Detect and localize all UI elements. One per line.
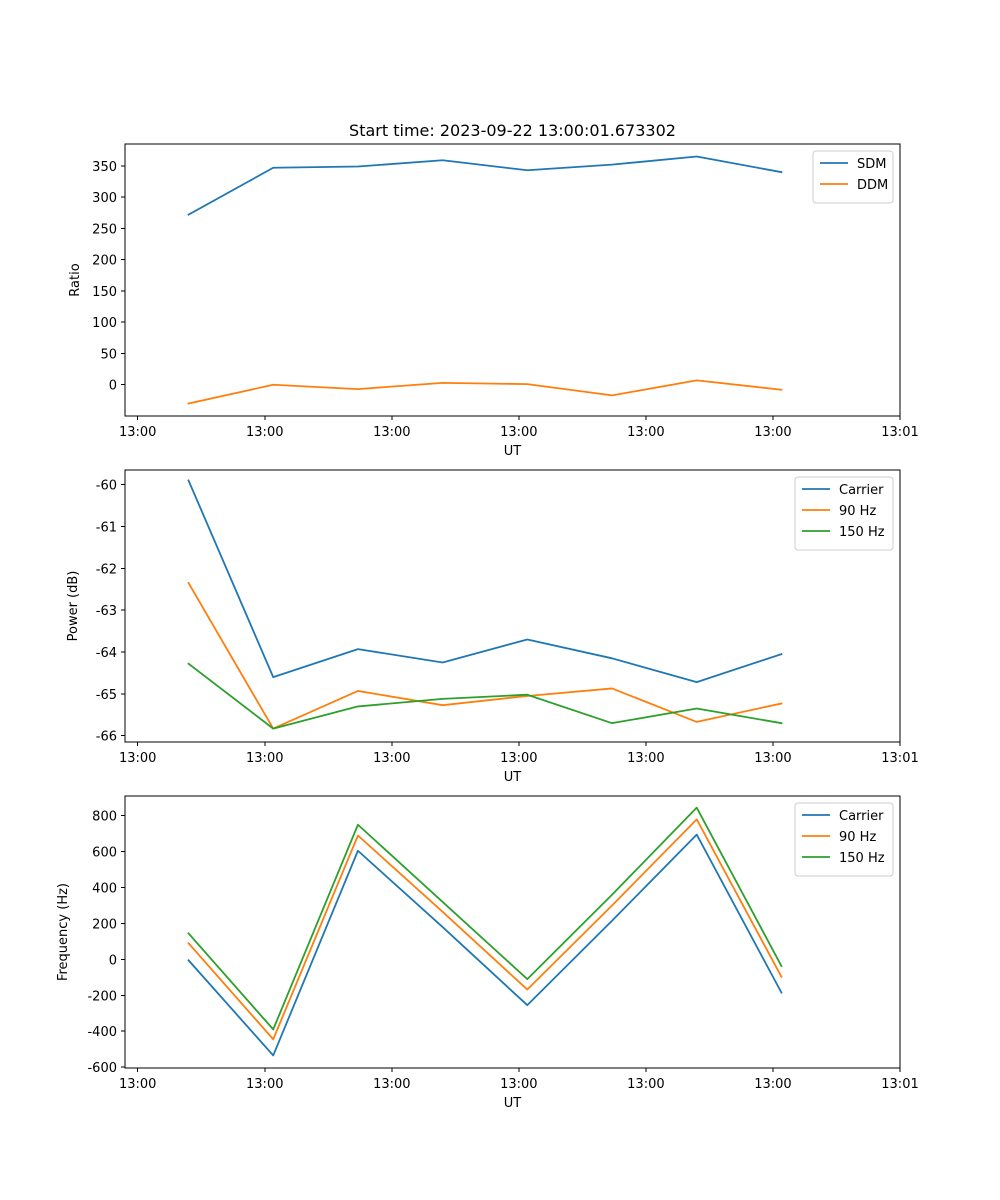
frequency-y-tick-label: 400 xyxy=(92,882,117,897)
power-x-tick-label: 13:00 xyxy=(627,751,664,766)
ratio-y-tick-label: 250 xyxy=(92,222,117,237)
frequency-y-tick-label: -400 xyxy=(87,1025,117,1040)
ratio-x-tick-label: 13:00 xyxy=(754,425,791,440)
ratio-y-tick-label: 150 xyxy=(92,285,117,300)
power-x-tick-label: 13:00 xyxy=(500,751,537,766)
ratio-y-tick-label: 350 xyxy=(92,160,117,175)
frequency-series-carrier-line xyxy=(187,833,783,1057)
frequency-x-tick-label: 13:00 xyxy=(119,1077,156,1092)
frequency-legend-label-carrier: Carrier xyxy=(839,809,884,824)
power-y-tick-label: -60 xyxy=(96,479,117,494)
frequency-legend-label-150-hz: 150 Hz xyxy=(839,851,885,866)
power-series-150-hz-line xyxy=(187,662,783,730)
ratio-series-ddm-line xyxy=(187,379,783,405)
ratio-legend-label-ddm: DDM xyxy=(857,178,888,193)
ratio-legend: SDM DDM xyxy=(812,150,894,204)
ratio-axes-frame xyxy=(124,143,901,417)
power-y-tick-label: -62 xyxy=(96,562,117,577)
frequency-legend-label-90-hz: 90 Hz xyxy=(839,830,876,845)
frequency-x-tick-label: 13:00 xyxy=(754,1077,791,1092)
frequency-x-tick-label: 13:00 xyxy=(500,1077,537,1092)
power-y-tick-label: -63 xyxy=(96,604,117,619)
frequency-y-tick-label: -600 xyxy=(87,1061,117,1076)
power-series-carrier-line xyxy=(187,479,783,684)
frequency-x-tick-label: 13:00 xyxy=(373,1077,410,1092)
frequency-y-tick-label: 200 xyxy=(92,917,117,932)
ratio-y-tick-label: 200 xyxy=(92,254,117,269)
ratio-x-tick-label: 13:00 xyxy=(119,425,156,440)
ratio-y-tick-label: 300 xyxy=(92,191,117,206)
ratio-x-tick-label: 13:00 xyxy=(500,425,537,440)
ratio-x-tick-label: 13:01 xyxy=(881,425,918,440)
frequency-x-tick-label: 13:00 xyxy=(246,1077,283,1092)
frequency-x-tick-label: 13:00 xyxy=(627,1077,664,1092)
ratio-legend-box xyxy=(812,150,894,204)
ratio-y-axis-label: Ratio xyxy=(68,263,83,296)
power-legend-label-150-hz: 150 Hz xyxy=(839,525,885,540)
power-legend-label-carrier: Carrier xyxy=(839,483,884,498)
ratio-x-axis-label: UT xyxy=(504,444,522,459)
frequency-series-90-hz-line xyxy=(187,818,783,1041)
frequency-y-axis-label: Frequency (Hz) xyxy=(56,883,71,981)
frequency-series-150-hz-line xyxy=(187,806,783,1031)
power-legend-label-90-hz: 90 Hz xyxy=(839,504,876,519)
power-x-tick-label: 13:01 xyxy=(881,751,918,766)
frequency-legend: Carrier 90 Hz 150 Hz xyxy=(794,802,894,877)
frequency-chart-panel: 13:00 13:00 13:00 13:00 13:00 13:00 13:01 -600 -… xyxy=(56,795,919,1111)
ratio-series-sdm-line xyxy=(187,155,783,216)
ratio-x-tick-label: 13:00 xyxy=(373,425,410,440)
ratio-y-tick-label: 50 xyxy=(100,347,117,362)
frequency-x-axis-label: UT xyxy=(504,1096,522,1111)
power-y-tick-label: -65 xyxy=(96,688,117,703)
frequency-y-tick-label: 800 xyxy=(92,810,117,825)
power-legend: Carrier 90 Hz 150 Hz xyxy=(794,476,894,551)
frequency-x-tick-label: 13:01 xyxy=(881,1077,918,1092)
power-series-90-hz-line xyxy=(187,581,783,730)
frequency-y-tick-label: -200 xyxy=(87,989,117,1004)
ratio-y-tick-label: 100 xyxy=(92,316,117,331)
power-y-tick-label: -66 xyxy=(96,730,117,745)
ratio-x-tick-label: 13:00 xyxy=(246,425,283,440)
power-axes-frame xyxy=(124,469,901,743)
frequency-y-tick-label: 600 xyxy=(92,846,117,861)
frequency-y-tick-label: 0 xyxy=(109,953,117,968)
power-x-tick-label: 13:00 xyxy=(119,751,156,766)
ratio-y-tick-label: 0 xyxy=(109,379,117,394)
power-x-tick-label: 13:00 xyxy=(246,751,283,766)
power-x-axis-label: UT xyxy=(504,770,522,785)
ratio-legend-label-sdm: SDM xyxy=(857,157,886,172)
power-x-tick-label: 13:00 xyxy=(754,751,791,766)
figure-title: Start time: 2023-09-22 13:00:01.673302 xyxy=(349,121,676,140)
power-y-axis-label: Power (dB) xyxy=(66,571,81,642)
ratio-x-tick-label: 13:00 xyxy=(627,425,664,440)
power-chart-panel: 13:00 13:00 13:00 13:00 13:00 13:00 13:01 -66 -6… xyxy=(66,469,919,785)
power-x-tick-label: 13:00 xyxy=(373,751,410,766)
frequency-axes-frame xyxy=(124,795,901,1069)
ratio-chart-panel: 13:00 13:00 13:00 13:00 13:00 13:00 13:01 0 50 10… xyxy=(68,143,919,459)
power-y-tick-label: -64 xyxy=(96,646,117,661)
power-y-tick-label: -61 xyxy=(96,520,117,535)
